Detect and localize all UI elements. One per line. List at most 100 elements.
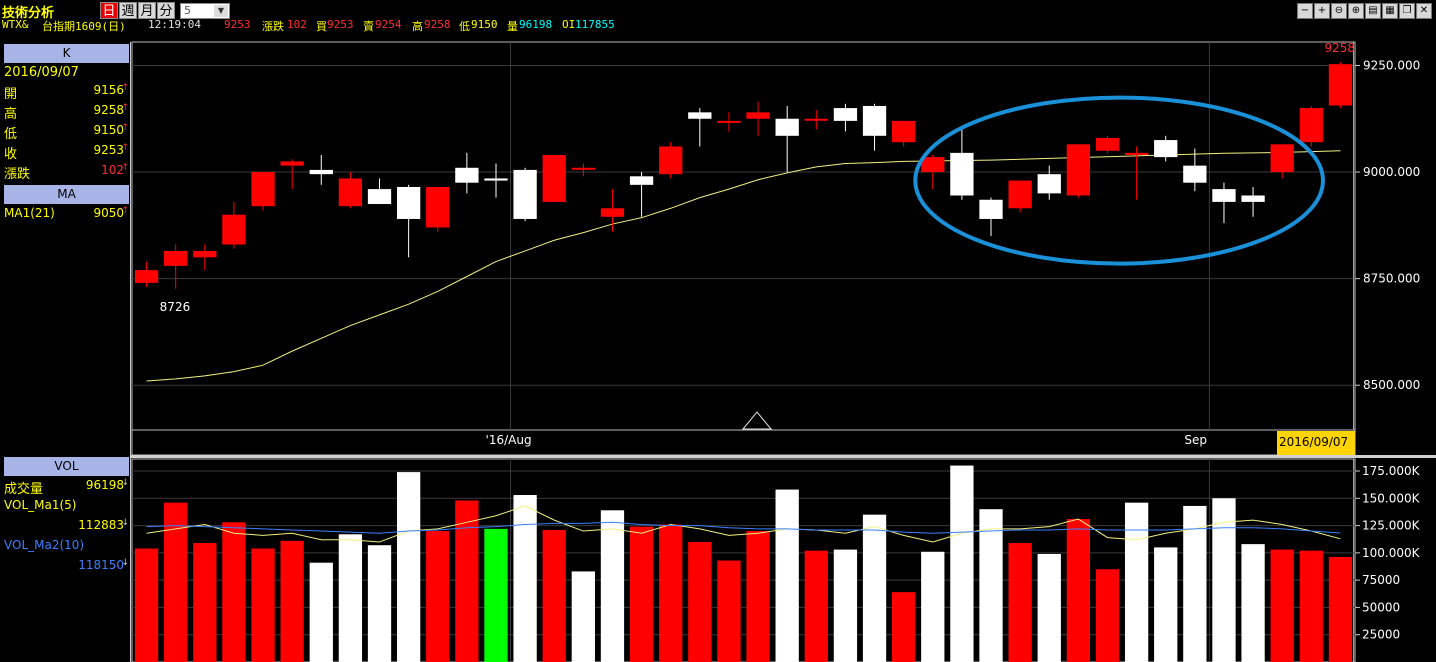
volume-bar [367,545,392,662]
axes: 9250.000 9000.000 8750.000 8500.000 '16/Aug S… [486,58,1421,641]
vol-value: 96198 [85,478,124,492]
period-month-button[interactable]: 月 [138,2,156,19]
volume-tick-label: 50000 [1362,600,1400,614]
candle-body [979,199,1003,219]
period-day-button[interactable]: 日 [100,2,118,19]
candle [659,142,683,179]
k-close-value: 9253 [93,143,124,157]
volume-bar [746,531,770,662]
candle-body [833,108,858,121]
candle [164,244,188,289]
k-date: 2016/09/07 [4,65,79,80]
last-price: 9253 [224,18,251,31]
volume-bar [600,510,625,662]
candle-body [688,112,712,119]
candle-body [455,167,479,183]
vol-ma1-label-row: VOL_Ma1(5) [4,497,128,517]
print-icon[interactable]: ▤ [1365,3,1381,19]
candle [600,189,625,232]
candle-body [892,120,916,143]
pane-divider[interactable] [0,455,1436,458]
candle [396,184,421,258]
price-tick-label: 8500.000 [1363,378,1420,392]
volume-bar [950,465,974,662]
volume-bar [1241,544,1265,662]
candle [1066,144,1091,198]
volume-bar [1328,557,1353,662]
period-minute-button[interactable]: 分 [157,2,175,19]
candle-body [222,214,246,245]
contract-name: 台指期1609(日) [42,20,126,33]
candle [542,154,566,202]
candle-body [164,250,188,266]
candle-body [396,186,421,219]
price-frame [131,41,1356,456]
volume-bar [1037,553,1061,662]
vol-row: 成交量 96198 ↓ [4,477,129,497]
k-panel-header[interactable]: K [4,44,129,63]
ask-value: 9254 [375,18,402,31]
candle-body [1328,64,1353,106]
volume-bar [542,529,566,662]
volume-bar [426,531,450,662]
candle [571,163,595,177]
bar-count-value: 5 [184,4,191,17]
zoom-in-icon[interactable]: + [1314,3,1330,19]
candle [862,103,887,151]
vol-panel-header[interactable]: VOL [4,457,129,476]
volume-bar [571,571,595,662]
high-value: 9258 [424,18,451,31]
volume-bar [164,502,188,662]
k-change-row: 漲跌 102 ↑ [4,162,129,182]
k-high-row: 高 9258 ↑ [4,102,129,122]
magnify-minus-icon[interactable]: ⊖ [1331,3,1347,19]
candle-body [600,208,625,217]
volume-bar [484,528,508,662]
candle [717,112,741,132]
candle-body [338,178,363,207]
candle [280,159,304,190]
period-week-button[interactable]: 週 [119,2,137,19]
bar-count-select[interactable]: 5 ▼ [180,3,230,19]
candle-body [426,186,450,228]
price-tick-label: 9000.000 [1363,165,1420,179]
vol-ma1-value: 112883 [78,518,124,532]
candle [1183,148,1207,192]
chevron-down-icon[interactable]: ▼ [214,5,228,17]
candle-body [775,118,799,136]
x-axis-label: Sep [1184,433,1207,447]
close-icon[interactable]: ✕ [1416,3,1432,19]
candle [1154,135,1178,162]
up-arrow-icon: ↑ [121,103,129,113]
k-high-value: 9258 [93,103,124,117]
settings-icon[interactable]: ▦ [1382,3,1398,19]
volume-frame [131,458,1356,662]
volume-label: 量 [507,20,518,33]
candle [338,172,363,209]
candle [775,105,799,173]
candle [892,120,916,147]
x-axis-label: '16/Aug [486,433,532,447]
change-value: 102 [287,18,307,31]
k-date-row: 2016/09/07 [4,64,128,84]
title-bar: 技術分析 日 週 月 分 5 ▼ − + ⊖ ⊕ ▤ ▦ ❐ ✕ [0,0,1436,21]
restore-window-icon[interactable]: ❐ [1399,3,1415,19]
candle [367,178,392,205]
candle [309,154,333,185]
volume-bar [309,562,333,662]
magnify-plus-icon[interactable]: ⊕ [1348,3,1364,19]
candle [688,108,712,147]
candle-body [659,146,683,175]
candle [1008,180,1032,213]
volume-tick-label: 100.000K [1362,546,1421,560]
ma-panel-header[interactable]: MA [4,185,129,204]
candle [804,110,828,130]
volume-bar [892,592,916,662]
volume-bar [222,522,246,662]
candle-body [251,172,275,207]
candle-body [1066,144,1091,196]
zoom-out-icon[interactable]: − [1297,3,1313,19]
volume-bar [455,500,479,662]
volume-bar [921,551,945,662]
